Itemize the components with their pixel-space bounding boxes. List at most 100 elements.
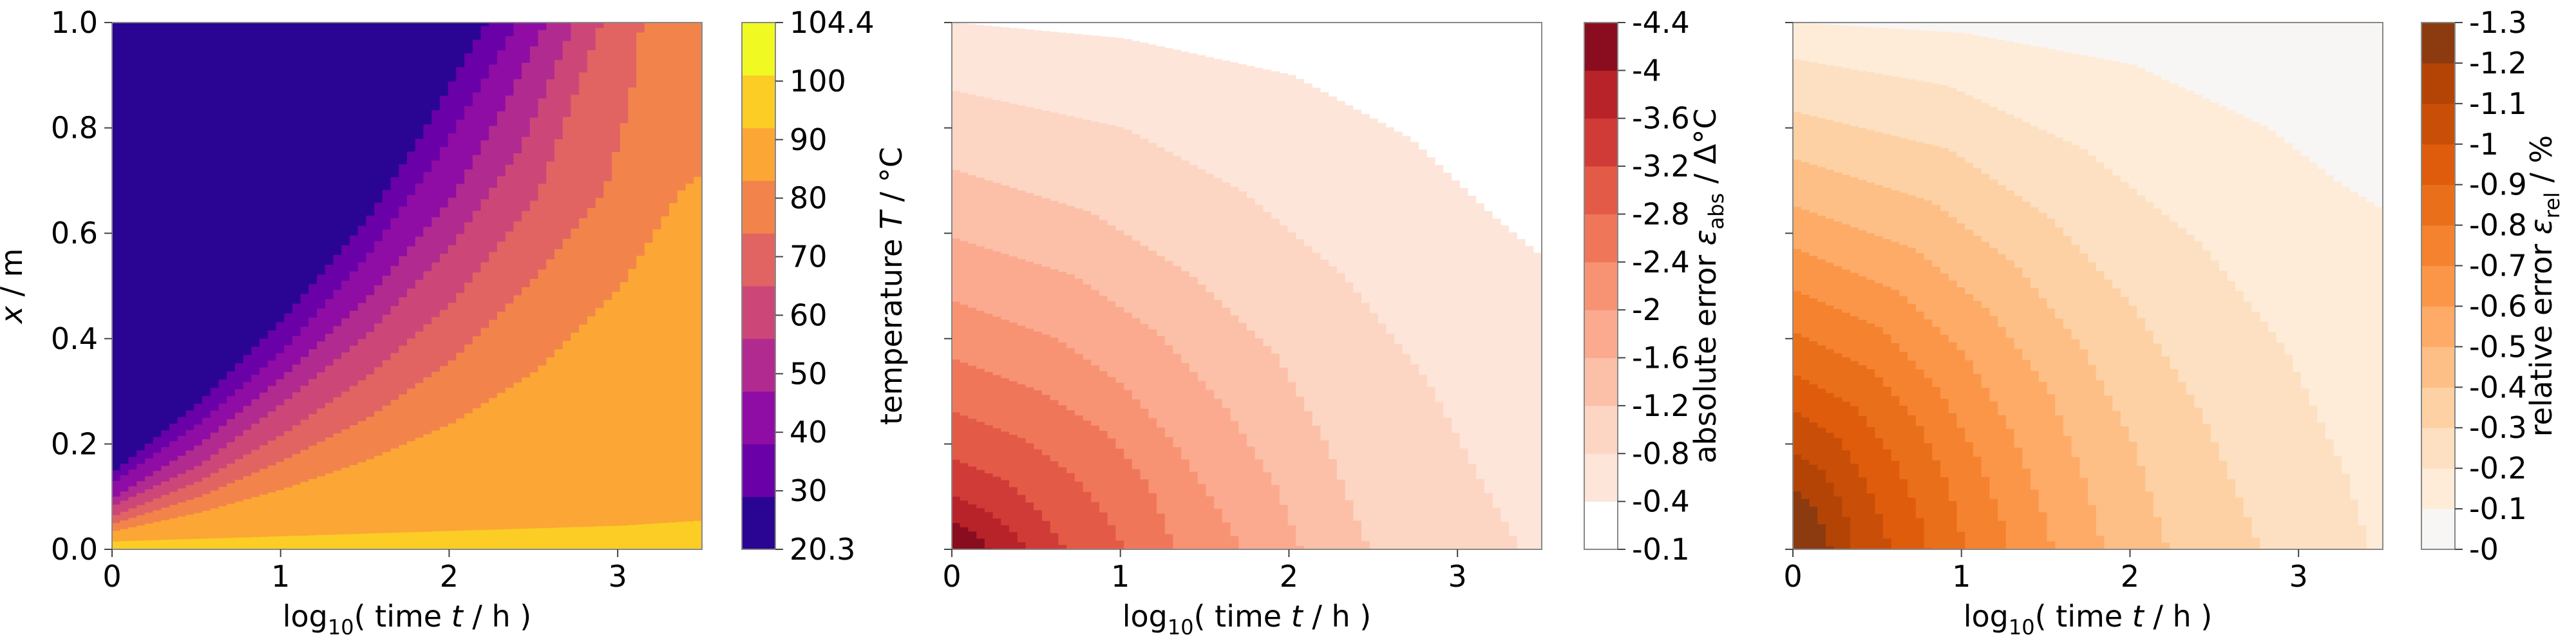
colorbar-tick-label: 80 bbox=[790, 181, 828, 216]
colorbar-title: relative error εrel / % bbox=[2524, 135, 2564, 437]
colorbar-band bbox=[742, 75, 775, 129]
colorbar-band bbox=[1584, 23, 1618, 71]
colorbar-band bbox=[2421, 265, 2455, 307]
colorbar-band bbox=[742, 23, 775, 76]
y-tick-label: 0.6 bbox=[51, 216, 98, 251]
colorbar-band bbox=[742, 391, 775, 444]
colorbar-tick-label: -1.2 bbox=[1632, 388, 1690, 423]
colorbar-tick-label: -0.4 bbox=[1632, 484, 1690, 519]
colorbar-tick-label: -3.2 bbox=[1632, 149, 1690, 184]
x-axis-title: log10( time t / h ) bbox=[1122, 599, 1371, 639]
colorbar-band bbox=[1584, 166, 1618, 214]
colorbar-tick-label: 50 bbox=[790, 356, 828, 391]
colorbar-band bbox=[742, 444, 775, 497]
colorbar-title: temperature T / °C bbox=[874, 147, 909, 425]
colorbar-tick-label: -1.3 bbox=[2469, 5, 2527, 40]
colorbar-band bbox=[1584, 405, 1618, 454]
colorbar-band bbox=[2421, 468, 2455, 509]
colorbar-tick-label: -0 bbox=[2469, 532, 2499, 567]
colorbar-band bbox=[2421, 23, 2455, 64]
panel-absolute-error: 0 1 2 3 log10( time t / h ) -0.1 -0.4 -0.8 -1.2 -… bbox=[942, 5, 1728, 639]
colorbar-frame bbox=[2421, 22, 2456, 550]
colorbar-tick-label: -0.3 bbox=[2469, 410, 2527, 445]
colorbar-band bbox=[742, 128, 775, 181]
colorbar-tick-label: -0.9 bbox=[2469, 167, 2527, 202]
level-region-6 bbox=[952, 359, 1542, 549]
plot-frame bbox=[1792, 22, 2383, 550]
colorbar-tick-label: -1.2 bbox=[2469, 46, 2527, 80]
colorbar-band bbox=[2421, 62, 2455, 104]
colorbar-tick-label: -1 bbox=[2469, 127, 2499, 162]
colorbar-band bbox=[1584, 214, 1618, 263]
x-tick-label: 2 bbox=[1280, 559, 1298, 594]
colorbar-tick-label: -4.4 bbox=[1632, 5, 1690, 40]
x-tick-label: 1 bbox=[1111, 559, 1130, 594]
colorbar-tick-label: -2 bbox=[1632, 292, 1662, 327]
y-axis-title: x / m bbox=[0, 249, 29, 325]
colorbar-tick-label: -0.4 bbox=[2469, 370, 2527, 404]
colorbar-band bbox=[1584, 261, 1618, 310]
contour-field bbox=[1793, 23, 2383, 549]
x-tick-label: 3 bbox=[609, 559, 627, 594]
y-tick-label: 1.0 bbox=[51, 5, 98, 40]
colorbar-band bbox=[1584, 118, 1618, 167]
colorbar-tick-label: -0.6 bbox=[2469, 289, 2527, 323]
colorbar-tick-label: -3.6 bbox=[1632, 101, 1690, 136]
colorbar-band bbox=[1584, 357, 1618, 406]
level-region-8 bbox=[112, 520, 702, 549]
y-tick-label: 0.4 bbox=[51, 321, 98, 356]
x-tick-label: 3 bbox=[2289, 559, 2308, 594]
colorbar-tick-label: -0.8 bbox=[2469, 208, 2527, 243]
colorbar-band bbox=[1584, 501, 1618, 550]
y-tick-label: 0.8 bbox=[51, 111, 98, 146]
x-tick-label: 2 bbox=[2121, 559, 2139, 594]
colorbar-band bbox=[2421, 387, 2455, 428]
colorbar-band bbox=[742, 233, 775, 287]
colorbar-tick-label: 40 bbox=[790, 415, 828, 450]
colorbar-tick-label: -4 bbox=[1632, 53, 1662, 88]
x-tick-label: 1 bbox=[1952, 559, 1971, 594]
colorbar-band bbox=[2421, 428, 2455, 469]
colorbar-band bbox=[1584, 310, 1618, 359]
level-region-10 bbox=[1793, 412, 2383, 549]
colorbar-tick-label: -2.4 bbox=[1632, 245, 1690, 279]
colorbar-tick-label: -0.8 bbox=[1632, 436, 1690, 471]
colorbar-tick-label: -0.7 bbox=[2469, 249, 2527, 283]
x-tick-label: 0 bbox=[102, 559, 121, 594]
level-region-7 bbox=[952, 412, 1542, 549]
colorbar-band bbox=[1584, 453, 1618, 502]
x-tick-label: 0 bbox=[1783, 559, 1802, 594]
plot-frame bbox=[111, 22, 703, 550]
colorbar-tick-label: -0.1 bbox=[1632, 532, 1690, 567]
colorbar-band bbox=[742, 497, 775, 550]
colorbar-tick-label: 20.3 bbox=[790, 532, 855, 567]
x-tick-label: 0 bbox=[942, 559, 961, 594]
colorbar-band bbox=[1584, 70, 1618, 119]
contour-field bbox=[952, 23, 1542, 549]
x-axis-title: log10( time t / h ) bbox=[283, 599, 531, 639]
level-region-8 bbox=[1793, 333, 2383, 549]
colorbar-band bbox=[742, 338, 775, 392]
colorbar-title: absolute error εabs / Δ°C bbox=[1688, 108, 1728, 463]
colorbar-frame bbox=[741, 22, 776, 550]
y-tick-label: 0.0 bbox=[51, 532, 98, 567]
plot-frame bbox=[951, 22, 1542, 550]
colorbar-frame bbox=[1584, 22, 1618, 550]
x-tick-label: 1 bbox=[271, 559, 290, 594]
colorbar-band bbox=[2421, 144, 2455, 185]
colorbar-tick-label: -1.1 bbox=[2469, 86, 2527, 121]
contour-field bbox=[112, 23, 702, 549]
panel-temperature: 0 1 2 3 0.0 0.2 0.4 0.6 0.8 1.0 log10( time t / h … bbox=[0, 5, 909, 639]
colorbar-tick-label: -0.5 bbox=[2469, 329, 2527, 364]
colorbar-band bbox=[742, 286, 775, 339]
x-tick-label: 3 bbox=[1448, 559, 1467, 594]
colorbar-band bbox=[2421, 346, 2455, 388]
y-tick-label: 0.2 bbox=[51, 426, 98, 461]
colorbar-band bbox=[2421, 184, 2455, 226]
colorbar-tick-label: 70 bbox=[790, 240, 828, 274]
colorbar-tick-label: -0.2 bbox=[2469, 451, 2527, 486]
x-tick-label: 2 bbox=[440, 559, 459, 594]
colorbar-tick-label: 60 bbox=[790, 298, 828, 332]
colorbar: 20.3 30 40 50 60 70 80 90 100 104.4 temperature T … bbox=[741, 5, 909, 567]
